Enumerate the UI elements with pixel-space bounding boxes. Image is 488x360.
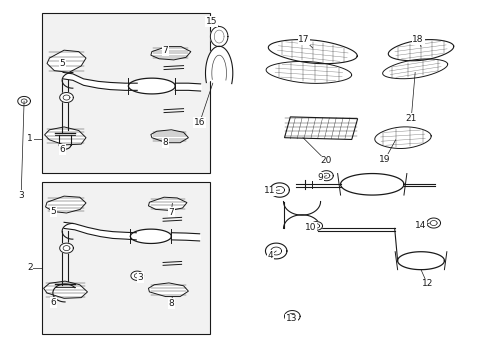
Text: 18: 18 bbox=[411, 35, 423, 44]
Polygon shape bbox=[44, 127, 86, 145]
Polygon shape bbox=[131, 271, 143, 280]
Text: 6: 6 bbox=[60, 145, 65, 154]
Polygon shape bbox=[374, 127, 430, 149]
Text: 4: 4 bbox=[267, 251, 273, 260]
Text: 5: 5 bbox=[50, 207, 56, 216]
Text: 21: 21 bbox=[405, 114, 416, 123]
Polygon shape bbox=[268, 40, 357, 64]
Text: 3: 3 bbox=[18, 190, 24, 199]
Text: 13: 13 bbox=[285, 314, 296, 323]
Polygon shape bbox=[319, 171, 332, 181]
Text: 17: 17 bbox=[298, 35, 309, 44]
Text: 2: 2 bbox=[27, 264, 33, 273]
Polygon shape bbox=[43, 281, 87, 298]
Polygon shape bbox=[148, 197, 186, 211]
Polygon shape bbox=[60, 243, 73, 253]
Polygon shape bbox=[387, 40, 453, 61]
Text: 3: 3 bbox=[138, 273, 143, 282]
Polygon shape bbox=[45, 196, 86, 213]
Text: 8: 8 bbox=[168, 299, 174, 308]
Text: 15: 15 bbox=[205, 17, 217, 26]
Text: 14: 14 bbox=[414, 221, 426, 230]
Polygon shape bbox=[284, 311, 300, 322]
Text: 11: 11 bbox=[264, 186, 275, 195]
Text: 19: 19 bbox=[378, 155, 390, 164]
Text: 10: 10 bbox=[304, 223, 315, 232]
Text: 5: 5 bbox=[60, 59, 65, 68]
Text: 12: 12 bbox=[421, 279, 432, 288]
Polygon shape bbox=[284, 117, 357, 139]
Polygon shape bbox=[310, 222, 322, 230]
Polygon shape bbox=[397, 252, 444, 270]
Polygon shape bbox=[148, 283, 188, 297]
Text: 1: 1 bbox=[27, 134, 33, 143]
Polygon shape bbox=[47, 50, 86, 72]
Text: 7: 7 bbox=[168, 208, 174, 217]
Polygon shape bbox=[60, 93, 73, 103]
Polygon shape bbox=[269, 183, 289, 197]
Polygon shape bbox=[151, 130, 188, 143]
Polygon shape bbox=[18, 96, 30, 106]
Text: 9: 9 bbox=[317, 173, 322, 182]
Polygon shape bbox=[265, 62, 351, 84]
Polygon shape bbox=[205, 46, 232, 84]
Polygon shape bbox=[151, 46, 190, 60]
Polygon shape bbox=[340, 174, 403, 195]
Polygon shape bbox=[210, 27, 227, 46]
Text: 7: 7 bbox=[163, 46, 168, 55]
Text: 8: 8 bbox=[163, 138, 168, 147]
Polygon shape bbox=[265, 243, 286, 259]
Text: 6: 6 bbox=[50, 298, 56, 307]
Text: 16: 16 bbox=[194, 118, 205, 127]
Text: 20: 20 bbox=[320, 157, 331, 166]
Polygon shape bbox=[426, 218, 440, 228]
Bar bbox=[42, 13, 210, 173]
Polygon shape bbox=[382, 59, 447, 79]
Bar bbox=[42, 182, 210, 334]
